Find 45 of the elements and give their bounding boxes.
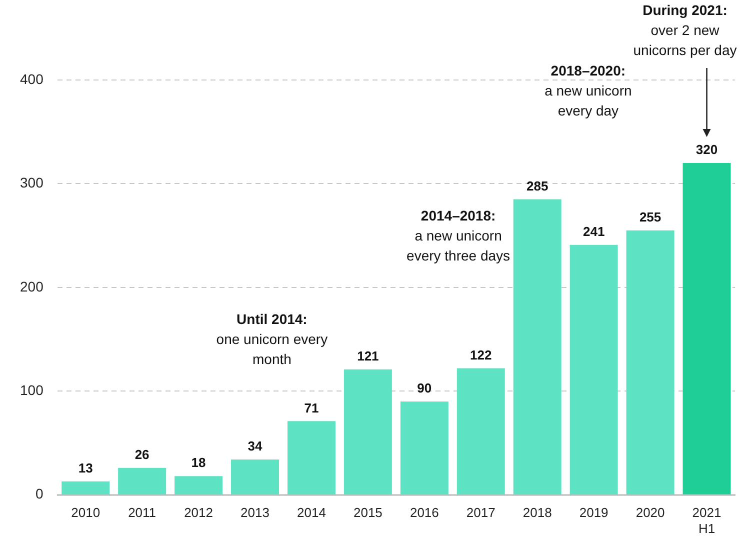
x-tick-label: 2019 [579,505,608,520]
x-tick-label: 2018 [522,505,552,520]
data-label: 90 [417,380,432,396]
x-tick-label: 2012 [184,505,213,520]
data-label: 34 [248,438,263,454]
y-tick-label: 400 [20,70,44,87]
annotation: 2018–2020: a new unicorn every day [544,62,632,118]
y-tick-label: 300 [20,174,44,191]
x-tick-label: 2011 [128,505,156,520]
data-label: 121 [357,348,379,364]
bar [626,230,674,494]
annotation: Until 2014: one unicorn every month [216,311,328,368]
bar [344,369,392,494]
bar [570,244,618,494]
x-tick-label: 2015 [353,505,382,520]
y-tick-label: 200 [20,278,44,294]
bar [231,460,280,494]
data-label: 285 [526,178,548,194]
annotation: 2014–2018: a new unicorn every three days [406,207,510,264]
data-label: 13 [78,460,93,476]
y-tick-label: 0 [36,486,44,502]
x-tick-label: 2021 H1 [692,505,722,536]
x-tick-label: 2020 [636,505,665,520]
data-label: 26 [134,446,150,462]
data-label: 122 [470,347,492,362]
y-tick-label: 100 [20,382,44,398]
data-label: 71 [304,400,319,416]
bar [118,468,166,494]
bar [456,368,505,494]
bar [174,476,223,494]
bar [287,421,336,494]
bar [400,401,448,494]
bar [62,481,110,494]
x-tick-label: 2017 [466,505,496,520]
data-label: 320 [696,142,718,158]
x-tick-label: 2010 [71,505,100,520]
data-label: 241 [582,224,605,239]
bar [682,162,731,494]
text: During 2021: over 2 new unicorns per day [633,2,737,58]
bar [513,199,562,494]
x-tick-label: 2014 [297,505,326,520]
data-label: 18 [191,455,206,470]
x-tick-label: 2013 [240,505,270,520]
data-label: 255 [639,209,662,224]
x-tick-label: 2016 [410,505,439,520]
